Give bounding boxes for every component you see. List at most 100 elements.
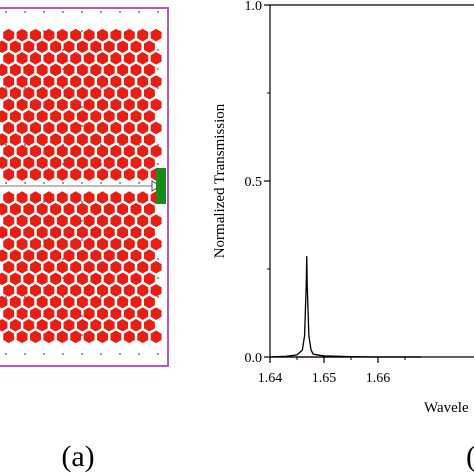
air-hole — [143, 40, 155, 54]
air-hole — [137, 191, 149, 204]
air-hole — [143, 226, 155, 239]
air-hole — [9, 226, 21, 239]
air-hole — [63, 272, 75, 286]
air-hole — [130, 318, 142, 332]
grid-dot — [5, 182, 7, 184]
air-hole — [30, 52, 41, 65]
air-hole — [137, 75, 149, 88]
grid-dot — [43, 182, 45, 184]
air-hole — [30, 121, 41, 135]
axis-ticks — [264, 4, 406, 363]
air-hole — [83, 284, 95, 297]
grid-dot — [24, 11, 26, 13]
air-hole — [56, 214, 68, 228]
air-hole — [130, 40, 142, 54]
air-hole — [150, 98, 162, 112]
air-hole — [83, 75, 95, 88]
grid-dot — [81, 30, 83, 32]
air-hole — [16, 121, 28, 135]
air-hole — [3, 52, 15, 65]
air-hole — [110, 214, 122, 228]
air-hole — [23, 133, 35, 146]
hole-array — [0, 28, 162, 344]
air-hole — [70, 98, 82, 112]
air-hole — [3, 75, 15, 88]
air-hole — [137, 98, 149, 112]
air-hole — [23, 86, 35, 100]
grid-dot — [100, 144, 102, 146]
air-hole — [137, 237, 149, 251]
grid-dot — [24, 87, 26, 89]
air-hole — [123, 144, 135, 158]
air-hole — [143, 272, 155, 286]
grid-dot — [157, 68, 159, 70]
air-hole — [137, 121, 149, 135]
air-hole — [9, 133, 21, 146]
air-hole — [23, 63, 35, 77]
y-tick-label: 0.5 — [245, 175, 263, 190]
grid-dot — [24, 296, 26, 298]
air-hole — [76, 202, 88, 216]
air-hole — [30, 191, 41, 204]
air-hole — [70, 168, 82, 181]
air-hole — [123, 168, 135, 181]
air-hole — [70, 28, 82, 42]
air-hole — [150, 260, 162, 274]
air-hole — [97, 237, 108, 251]
grid-dot — [157, 87, 159, 89]
grid-dot — [43, 353, 45, 355]
air-hole — [97, 144, 108, 158]
air-hole — [23, 249, 35, 262]
air-hole — [56, 52, 68, 65]
air-hole — [97, 284, 108, 297]
air-hole — [23, 318, 35, 332]
air-hole — [103, 156, 115, 170]
air-hole — [90, 272, 102, 286]
air-hole — [83, 98, 95, 112]
tick-labels: 1.64 1.65 1.66 0.0 0.5 1.0 — [245, 0, 391, 386]
air-hole — [16, 330, 28, 344]
grid-dot — [81, 125, 83, 127]
air-hole — [56, 191, 68, 204]
air-hole — [150, 121, 162, 135]
air-hole — [3, 330, 15, 344]
air-hole — [9, 86, 21, 100]
air-hole — [117, 156, 129, 170]
grid-dot — [81, 239, 83, 241]
air-hole — [76, 86, 88, 100]
air-hole — [90, 40, 102, 54]
air-hole — [3, 191, 15, 204]
air-hole — [97, 75, 108, 88]
air-hole — [50, 156, 62, 170]
air-hole — [30, 237, 41, 251]
air-hole — [3, 214, 15, 228]
air-hole — [9, 110, 21, 123]
grid-dot — [81, 182, 83, 184]
air-hole — [83, 237, 95, 251]
air-hole — [56, 237, 68, 251]
grid-dot — [62, 68, 64, 70]
air-hole — [43, 144, 55, 158]
air-hole — [23, 110, 35, 123]
air-hole — [110, 284, 122, 297]
air-hole — [63, 318, 75, 332]
air-hole — [117, 202, 129, 216]
air-hole — [23, 226, 35, 239]
air-hole — [43, 307, 55, 320]
air-hole — [83, 214, 95, 228]
air-hole — [16, 214, 28, 228]
air-hole — [30, 144, 41, 158]
air-hole — [97, 28, 108, 42]
air-hole — [117, 110, 129, 123]
x-tick-label: 1.64 — [258, 371, 283, 386]
air-hole — [50, 249, 62, 262]
air-hole — [70, 260, 82, 274]
grid-dot — [81, 220, 83, 222]
air-hole — [103, 202, 115, 216]
air-hole — [70, 214, 82, 228]
air-hole — [0, 249, 8, 262]
air-hole — [143, 86, 155, 100]
air-hole — [137, 284, 149, 297]
air-hole — [83, 52, 95, 65]
